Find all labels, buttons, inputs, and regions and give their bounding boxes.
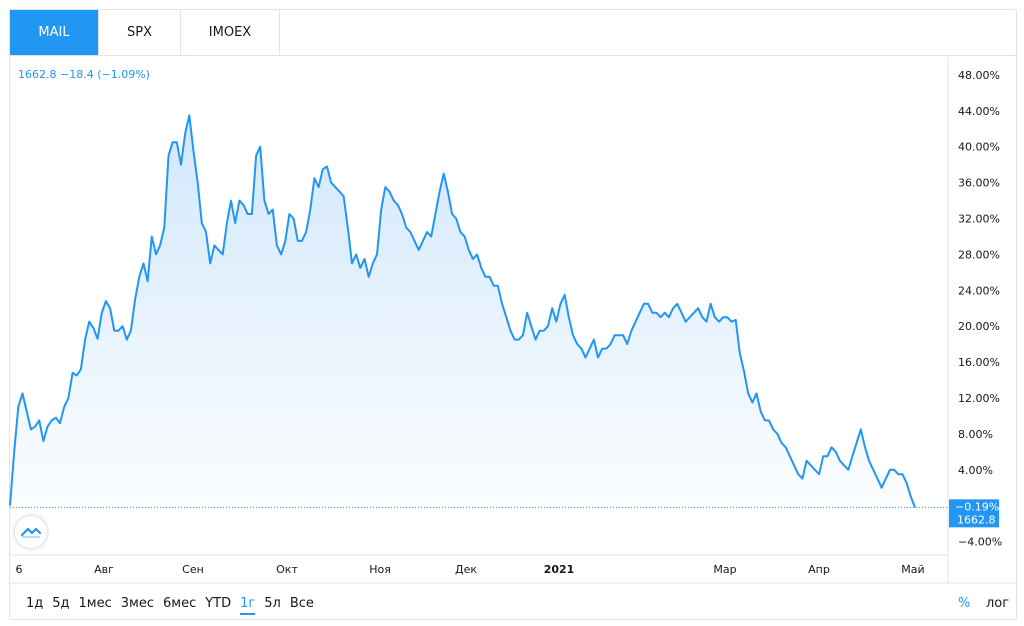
percent-scale-button[interactable]: %	[958, 596, 971, 611]
range-all[interactable]: Все	[289, 596, 314, 611]
tab-imoex[interactable]: IMOEX	[181, 10, 280, 55]
x-tick-label: 6	[16, 563, 23, 576]
y-tick-label: 12.00%	[958, 392, 1000, 405]
x-tick-label: Апр	[808, 563, 830, 576]
y-tick-label: 16.00%	[958, 356, 1000, 369]
y-tick-label: 8.00%	[958, 428, 993, 441]
range-5y[interactable]: 5л	[264, 596, 281, 611]
x-tick-label: Ноя	[369, 563, 391, 576]
range-6m[interactable]: 6мес	[163, 596, 197, 611]
y-tick-label: −4.00%	[958, 536, 1002, 549]
last-value-badge	[949, 499, 999, 528]
series-line[interactable]	[9, 114, 916, 508]
range-ytd[interactable]: YTD	[205, 596, 232, 611]
x-tick-label: Мар	[713, 563, 736, 576]
tradingview-logo-icon[interactable]	[15, 516, 47, 548]
y-tick-label: 32.00%	[958, 213, 1000, 226]
x-tick-label: 2021	[544, 563, 575, 576]
tab-spx[interactable]: SPX	[99, 10, 181, 55]
y-tick-label: 48.00%	[958, 69, 1000, 82]
range-1d[interactable]: 1д	[26, 596, 44, 611]
last-value-percent: −0.19%	[955, 500, 999, 513]
y-tick-label: 24.00%	[958, 284, 1000, 297]
range-1y[interactable]: 1г	[240, 596, 256, 615]
y-tick-label: 40.00%	[958, 141, 1000, 154]
y-tick-label: 36.00%	[958, 177, 1000, 190]
x-tick-label: Май	[901, 563, 924, 576]
range-3m[interactable]: 3мес	[120, 596, 154, 611]
y-tick-label: 44.00%	[958, 105, 1000, 118]
x-tick-label: Окт	[276, 563, 298, 576]
last-value-price: 1662.8	[957, 513, 996, 526]
range-1m[interactable]: 1мес	[78, 596, 112, 611]
tab-mail[interactable]: MAIL	[10, 10, 99, 55]
y-tick-label: 20.00%	[958, 320, 1000, 333]
price-legend: 1662.8 −18.4 (−1.09%)	[18, 68, 150, 81]
range-5d[interactable]: 5д	[52, 596, 70, 611]
log-scale-button[interactable]: лог	[986, 596, 1010, 611]
series-area	[10, 115, 915, 508]
x-tick-label: Сен	[182, 563, 204, 576]
y-tick-label: 28.00%	[958, 248, 1000, 261]
chart-widget-frame	[9, 9, 1017, 620]
x-tick-label: Дек	[455, 563, 477, 576]
time-range-bar: 1д 5д 1мес 3мес 6мес YTD 1г 5л Все	[26, 596, 323, 615]
y-tick-label: 4.00%	[958, 464, 993, 477]
x-tick-label: Авг	[94, 563, 114, 576]
symbol-tabs: MAIL SPX IMOEX	[10, 10, 1016, 56]
